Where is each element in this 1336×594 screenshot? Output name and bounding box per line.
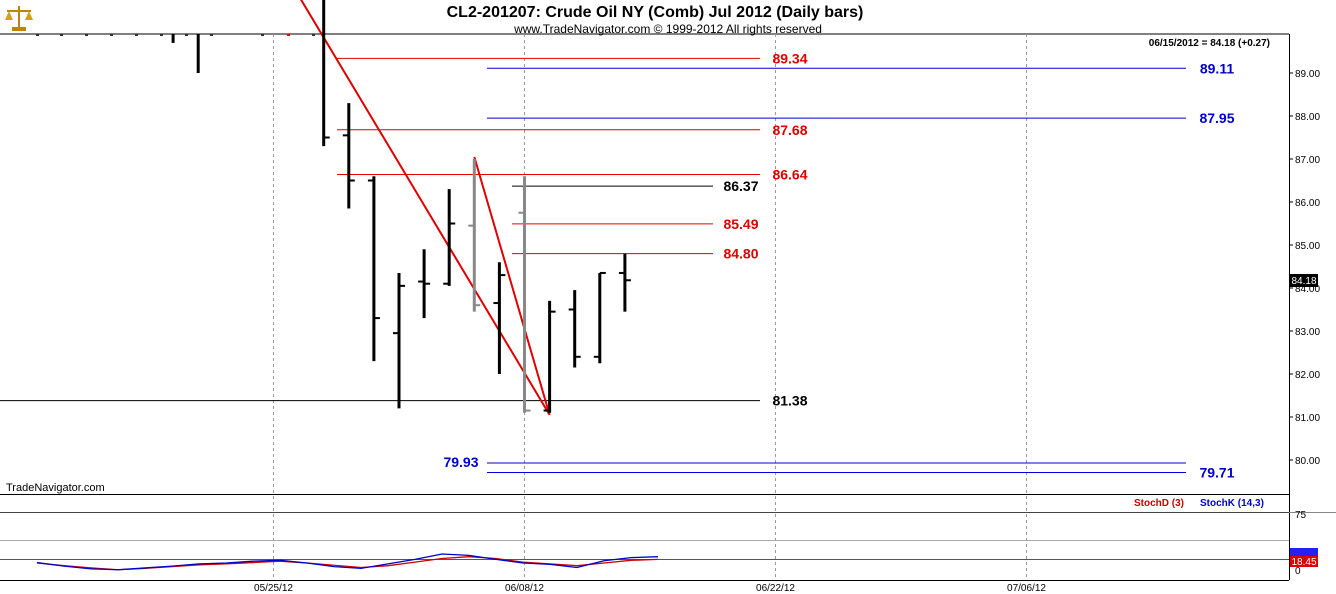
ohlc-bar [418, 249, 431, 319]
level-label: 81.38 [772, 393, 807, 409]
y-tick-label: 82.00 [1295, 370, 1320, 381]
ohlc-bar [568, 290, 581, 368]
y-tick-label: 81.00 [1295, 413, 1320, 424]
x-axis: 05/25/12 06/08/12 06/22/12 07/06/12 [254, 583, 1046, 594]
y-tick-label: 80.00 [1295, 456, 1320, 467]
level-label: 79.71 [1199, 464, 1234, 480]
legend-stochk: StochK (14,3) [1200, 498, 1264, 509]
last-price-tag: 84.18 [1290, 274, 1318, 287]
ohlc-bar [543, 300, 556, 413]
trendlines [300, 0, 551, 416]
y-axis: 80.00 81.00 82.00 83.00 84.00 85.00 86.00 87.00… [1289, 69, 1320, 467]
y-tick-label: 89.00 [1295, 69, 1320, 80]
ohlc-bar [518, 176, 531, 413]
stoch-series-line [36, 553, 659, 571]
date-grid [273, 34, 1027, 580]
logo [4, 4, 34, 34]
level-label: 89.34 [772, 50, 807, 66]
ohlc-bar [593, 271, 606, 364]
price-readout: 06/15/2012 = 84.18 (+0.27) [1149, 38, 1270, 49]
y-tick-label: 85.00 [1295, 241, 1320, 252]
stoch-y-tick-label: 75 [1295, 510, 1307, 521]
legend-stochd: StochD (3) [1134, 498, 1184, 509]
price-bars [36, 0, 631, 413]
level-label: 84.80 [723, 246, 758, 262]
chart-subtitle: www.TradeNavigator.com © 1999-2012 All r… [513, 22, 822, 36]
fib-levels: 89.34 89.11 87.95 87.68 86.64 86.37 85.49 84.80… [0, 50, 1235, 480]
chart-title: CL2-201207: Crude Oil NY (Comb) Jul 2012… [447, 4, 864, 21]
x-tick-label: 05/25/12 [254, 583, 293, 594]
level-label: 86.64 [772, 166, 807, 182]
stoch-value-tag: 18.45 [1290, 548, 1318, 568]
level-label: 86.37 [723, 178, 758, 194]
last-price-label: 84.18 [1291, 276, 1316, 287]
trendline [473, 156, 551, 416]
ohlc-bar [468, 159, 481, 312]
ohlc-bar [443, 189, 456, 286]
ohlc-bar [367, 176, 380, 362]
stoch-y-tick-label: 0 [1295, 566, 1301, 577]
level-label: 87.95 [1199, 110, 1234, 126]
scale-logo-icon [4, 4, 34, 34]
stoch-value-label: 18.45 [1291, 557, 1316, 568]
ohlc-bar [342, 103, 355, 209]
ohlc-bar [322, 0, 330, 147]
ohlc-bar [618, 253, 631, 312]
ohlc-bar [393, 272, 405, 409]
level-label: 79.93 [443, 454, 478, 470]
x-tick-label: 07/06/12 [1007, 583, 1046, 594]
level-label: 85.49 [723, 216, 758, 232]
ohlc-bar [493, 262, 506, 374]
stochastic-panel [0, 512, 1289, 581]
y-tick-label: 83.00 [1295, 327, 1320, 338]
x-tick-label: 06/08/12 [505, 583, 544, 594]
y-tick-label: 88.00 [1295, 112, 1320, 123]
stoch-lines [36, 553, 659, 571]
y-tick-label: 86.00 [1295, 198, 1320, 209]
x-tick-label: 06/22/12 [756, 583, 795, 594]
level-label: 87.68 [772, 122, 807, 138]
y-tick-label: 84.00 [1295, 284, 1320, 295]
y-tick-label: 87.00 [1295, 155, 1320, 166]
trendline [300, 0, 551, 416]
watermark: TradeNavigator.com [6, 482, 105, 494]
level-label: 89.11 [1200, 60, 1234, 76]
